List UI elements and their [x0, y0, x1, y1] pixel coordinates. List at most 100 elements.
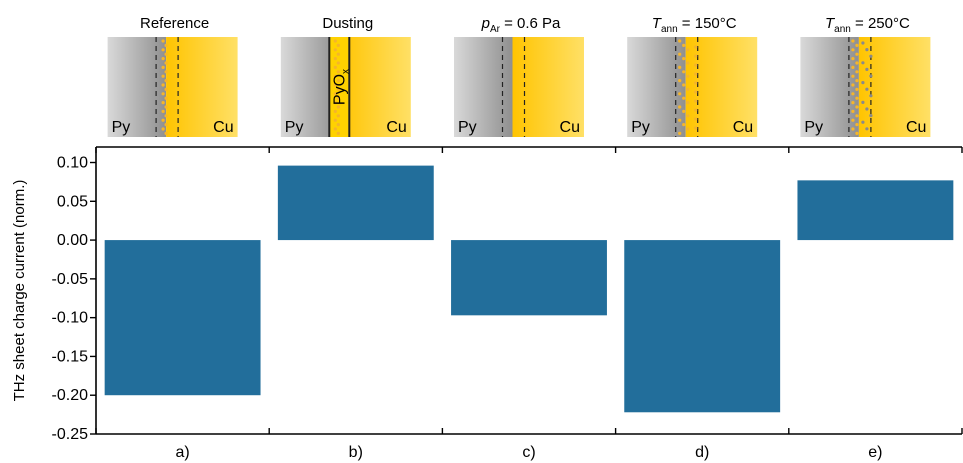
- interface-dot: [336, 52, 340, 56]
- interface-dot: [855, 131, 859, 135]
- interface-dot: [161, 39, 165, 43]
- y-tick-label: 0.00: [57, 232, 88, 249]
- py-label: Py: [458, 119, 477, 136]
- interface-dot: [336, 96, 340, 100]
- interface-dot: [161, 74, 165, 78]
- x-tick-label: e): [868, 444, 882, 461]
- cu-label: Cu: [560, 119, 580, 136]
- interface-dot: [333, 83, 337, 87]
- interface-dot: [694, 108, 698, 112]
- bar-3: [624, 240, 781, 413]
- interface-dot: [164, 79, 168, 83]
- interface-dot: [694, 117, 698, 121]
- panel-4: Tann = 250°C Py Cu: [800, 15, 931, 137]
- bar-1: [277, 165, 434, 241]
- interface-dot: [686, 48, 690, 52]
- panel-3: Tann = 150°C Py Cu: [627, 15, 758, 137]
- interface-dot: [851, 74, 855, 78]
- interface-dot: [851, 39, 855, 43]
- interface-dot: [336, 70, 340, 74]
- interface-dot-gray: [869, 114, 873, 118]
- bar-0: [104, 240, 261, 396]
- interface-dot: [333, 48, 337, 52]
- interface-dot: [336, 131, 340, 135]
- interface-dot: [682, 123, 686, 127]
- panel-title: Tann = 150°C: [652, 15, 737, 35]
- interface-dot: [161, 57, 165, 61]
- interface-dot: [164, 123, 168, 127]
- interface-dot: [682, 109, 686, 113]
- interface-dot: [333, 109, 337, 113]
- interface-dot: [161, 83, 165, 87]
- interface-dot-gray: [865, 48, 869, 52]
- interface-dot: [851, 57, 855, 61]
- y-tick-label: -0.15: [52, 348, 89, 365]
- interface-dot: [164, 96, 168, 100]
- interface-dot: [336, 79, 340, 83]
- y-tick-label: -0.25: [52, 426, 89, 443]
- interface-dot: [161, 127, 165, 131]
- interface-dot: [678, 131, 682, 135]
- panel-title: pAr = 0.6 Pa: [481, 15, 561, 35]
- interface-dot: [161, 118, 165, 122]
- panel-title: Reference: [140, 15, 209, 32]
- interface-dot: [686, 74, 690, 78]
- y-tick-label: -0.10: [52, 310, 89, 327]
- panel-2: pAr = 0.6 Pa Py Cu: [454, 15, 584, 137]
- interface-dot: [678, 92, 682, 96]
- interface-dot: [164, 105, 168, 109]
- interface-dot: [161, 101, 165, 105]
- interface-dot-gray: [865, 87, 869, 91]
- interface-dot-gray: [869, 94, 873, 98]
- interface-dot: [686, 101, 690, 105]
- panel-title: Tann = 250°C: [825, 15, 910, 35]
- y-tick-label: 0.10: [57, 155, 88, 172]
- interface-dot: [851, 48, 855, 52]
- py-label: Py: [285, 119, 304, 136]
- cu-label: Cu: [906, 119, 926, 136]
- interface-dot: [336, 114, 340, 118]
- interface-dot: [851, 127, 855, 131]
- interface-dot: [164, 43, 168, 48]
- cu-label: Cu: [733, 119, 753, 136]
- interface-dot-gray: [861, 120, 865, 124]
- interface-dot: [333, 101, 337, 105]
- interface-dot: [851, 118, 855, 122]
- interface-dot: [694, 54, 698, 58]
- interface-dot-gray: [861, 41, 865, 45]
- interface-dot: [855, 114, 859, 118]
- y-tick-label: 0.05: [57, 193, 88, 210]
- interface-dot: [694, 45, 698, 49]
- interface-dot: [164, 61, 168, 65]
- interface-dot: [682, 43, 686, 48]
- interface-dot: [333, 57, 337, 61]
- cu-label: Cu: [213, 119, 233, 136]
- panel-0: Reference Py Cu: [107, 15, 238, 137]
- interface-dot: [164, 87, 168, 91]
- interface-dot: [855, 123, 859, 127]
- py-label: Py: [631, 119, 650, 136]
- interface-dot: [855, 52, 859, 56]
- cu-label: Cu: [386, 119, 406, 136]
- interface-dot: [336, 87, 340, 91]
- y-axis-title: THz sheet charge current (norm.): [11, 180, 28, 402]
- interface-dot: [694, 99, 698, 103]
- interface-dot: [678, 39, 682, 43]
- interface-dot: [694, 90, 698, 94]
- x-tick-label: c): [522, 444, 535, 461]
- interface-dot: [851, 109, 855, 113]
- interface-dot: [855, 105, 859, 109]
- interface-dot: [333, 92, 337, 96]
- interface-dot: [333, 118, 337, 122]
- interface-dot: [855, 61, 859, 65]
- interface-dot: [333, 74, 337, 78]
- interface-dot: [855, 43, 859, 48]
- interface-dot: [682, 70, 686, 74]
- interface-dot-gray: [861, 100, 865, 104]
- interface-dot: [686, 61, 690, 65]
- interface-dot: [336, 61, 340, 65]
- interface-dot: [678, 52, 682, 56]
- interface-dot-gray: [865, 127, 869, 131]
